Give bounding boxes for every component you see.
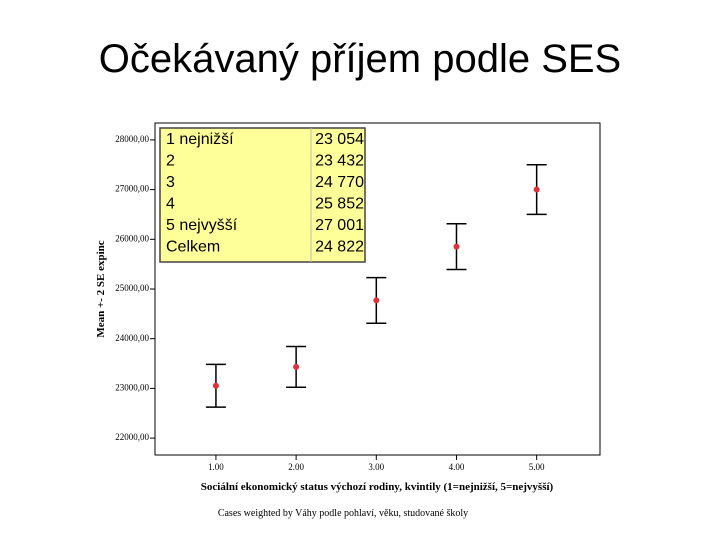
x-tick-label: 3.00 [368, 462, 384, 472]
mean-point [293, 363, 300, 370]
x-tick-label: 1.00 [208, 462, 224, 472]
table-value: 27 001 [315, 217, 364, 234]
table-value: 23 432 [315, 153, 364, 170]
table-label: 5 nejvyšší [166, 217, 238, 234]
mean-point [453, 243, 460, 250]
table-value: 25 852 [315, 196, 364, 213]
mean-point [373, 297, 380, 304]
x-tick-label: 5.00 [529, 462, 545, 472]
y-tick-label: 28000,00 [115, 134, 149, 144]
table-label: Celkem [166, 239, 220, 256]
slide-title: Očekávaný příjem podle SES [99, 37, 621, 81]
y-tick-label: 25000,00 [115, 283, 149, 293]
mean-point [533, 186, 540, 193]
y-tick-label: 23000,00 [115, 382, 149, 392]
x-tick-label: 4.00 [449, 462, 465, 472]
table-value: 23 054 [315, 131, 364, 148]
table-label: 1 nejnižší [166, 131, 234, 148]
table-label: 3 [166, 174, 175, 191]
mean-point [212, 382, 219, 389]
y-tick-label: 26000,00 [115, 233, 149, 243]
table-value: 24 822 [315, 239, 364, 256]
footnote: Cases weighted by Váhy podle pohlaví, vě… [218, 508, 468, 519]
table-value: 24 770 [315, 174, 364, 191]
table-label: 2 [166, 153, 175, 170]
x-tick-label: 2.00 [288, 462, 304, 472]
x-axis-label: Sociální ekonomický status výchozí rodin… [201, 481, 554, 493]
y-tick-label: 22000,00 [115, 432, 149, 442]
table-label: 4 [166, 196, 175, 213]
y-tick-label: 27000,00 [115, 184, 149, 194]
y-tick-label: 24000,00 [115, 333, 149, 343]
y-axis-label: Mean +- 2 SE expinc [95, 240, 107, 337]
table-box [159, 127, 366, 263]
